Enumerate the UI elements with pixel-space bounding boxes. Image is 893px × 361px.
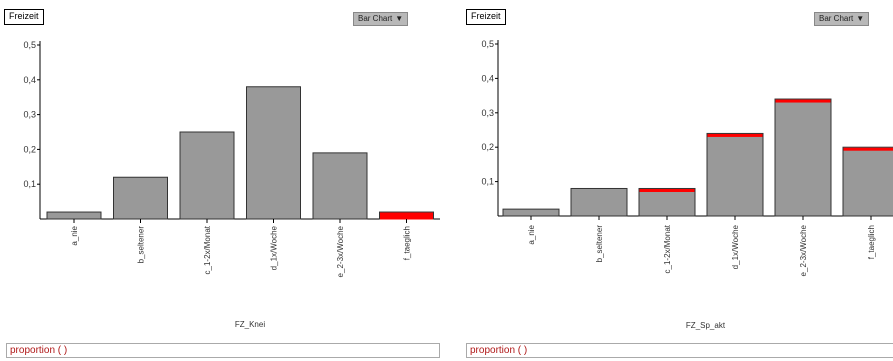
- y-tick-label: 0,2: [23, 144, 36, 154]
- chart-panel-left: Freizeit Bar Chart ▼ 0,1 0,2 0,3 0,4 0,5 a_nie…: [0, 0, 445, 361]
- chart-type-dropdown[interactable]: Bar Chart ▼: [353, 12, 409, 26]
- bar[interactable]: [502, 208, 560, 217]
- x-tick-label: f_taeglich: [867, 225, 876, 259]
- y-tick-label: 0,5: [481, 39, 494, 49]
- bar-highlight: [707, 133, 763, 137]
- panel-title-tab[interactable]: Freizeit: [466, 9, 506, 25]
- proportion-field[interactable]: proportion ( ): [6, 343, 440, 358]
- bar-highlight: [843, 147, 893, 151]
- x-axis-label: FZ_Knei: [235, 320, 265, 329]
- chart-type-label: Bar Chart: [358, 14, 393, 23]
- x-tick-label: a_nie: [527, 224, 536, 244]
- bar[interactable]: [46, 211, 102, 220]
- x-tick-label: b_seltener: [595, 225, 604, 263]
- bar[interactable]: [774, 98, 832, 217]
- y-tick-label: 0,2: [481, 142, 494, 152]
- y-tick-label: 0,5: [23, 40, 36, 50]
- bar-chart-left: 0,1 0,2 0,3 0,4 0,5 a_nie b_seltener c_1-2x/Mon…: [23, 40, 440, 329]
- bar[interactable]: [842, 146, 893, 217]
- bar-highlight: [639, 188, 695, 192]
- x-tick-label: b_seltener: [137, 226, 146, 264]
- x-tick-label: e_2-3x/Woche: [336, 225, 345, 277]
- y-tick-label: 0,4: [23, 75, 36, 85]
- x-axis-label: FZ_Sp_akt: [686, 321, 726, 330]
- y-tick-label: 0,1: [481, 177, 494, 187]
- x-tick-label: d_1x/Woche: [270, 225, 279, 270]
- x-tick-label: c_1-2x/Monat: [203, 225, 212, 274]
- bar-chart-right: 0,1 0,2 0,3 0,4 0,5 a_nie b_seltener c_1-2x/Mon…: [481, 39, 893, 330]
- x-tick-label: d_1x/Woche: [731, 224, 740, 269]
- bar[interactable]: [179, 131, 235, 220]
- x-tick-label: c_1-2x/Monat: [663, 224, 672, 273]
- bar-highlight: [380, 212, 433, 220]
- y-tick-label: 0,1: [23, 179, 36, 189]
- y-tick-label: 0,3: [481, 108, 494, 118]
- panel-title-tab[interactable]: Freizeit: [4, 9, 44, 25]
- chart-panel-right: Freizeit Bar Chart ▼ 0,1 0,2 0,3 0,4 0,5 a_nie…: [462, 0, 893, 361]
- x-tick-label: a_nie: [70, 225, 79, 245]
- y-tick-label: 0,4: [481, 73, 494, 83]
- bar[interactable]: [706, 132, 764, 217]
- bar[interactable]: [570, 187, 628, 217]
- chart-type-label: Bar Chart: [819, 14, 854, 23]
- bar[interactable]: [638, 187, 696, 217]
- bar[interactable]: [113, 176, 168, 220]
- chart-type-dropdown[interactable]: Bar Chart ▼: [814, 12, 870, 26]
- bar[interactable]: [246, 86, 301, 220]
- dropdown-arrow-icon: ▼: [395, 14, 404, 23]
- bar[interactable]: [312, 152, 368, 220]
- bar-highlight: [775, 99, 831, 103]
- dropdown-arrow-icon: ▼: [856, 14, 865, 23]
- y-tick-label: 0,3: [23, 110, 36, 120]
- x-tick-label: e_2-3x/Woche: [799, 224, 808, 276]
- proportion-field[interactable]: proportion ( ): [466, 343, 893, 358]
- x-tick-label: f_taeglich: [403, 226, 412, 260]
